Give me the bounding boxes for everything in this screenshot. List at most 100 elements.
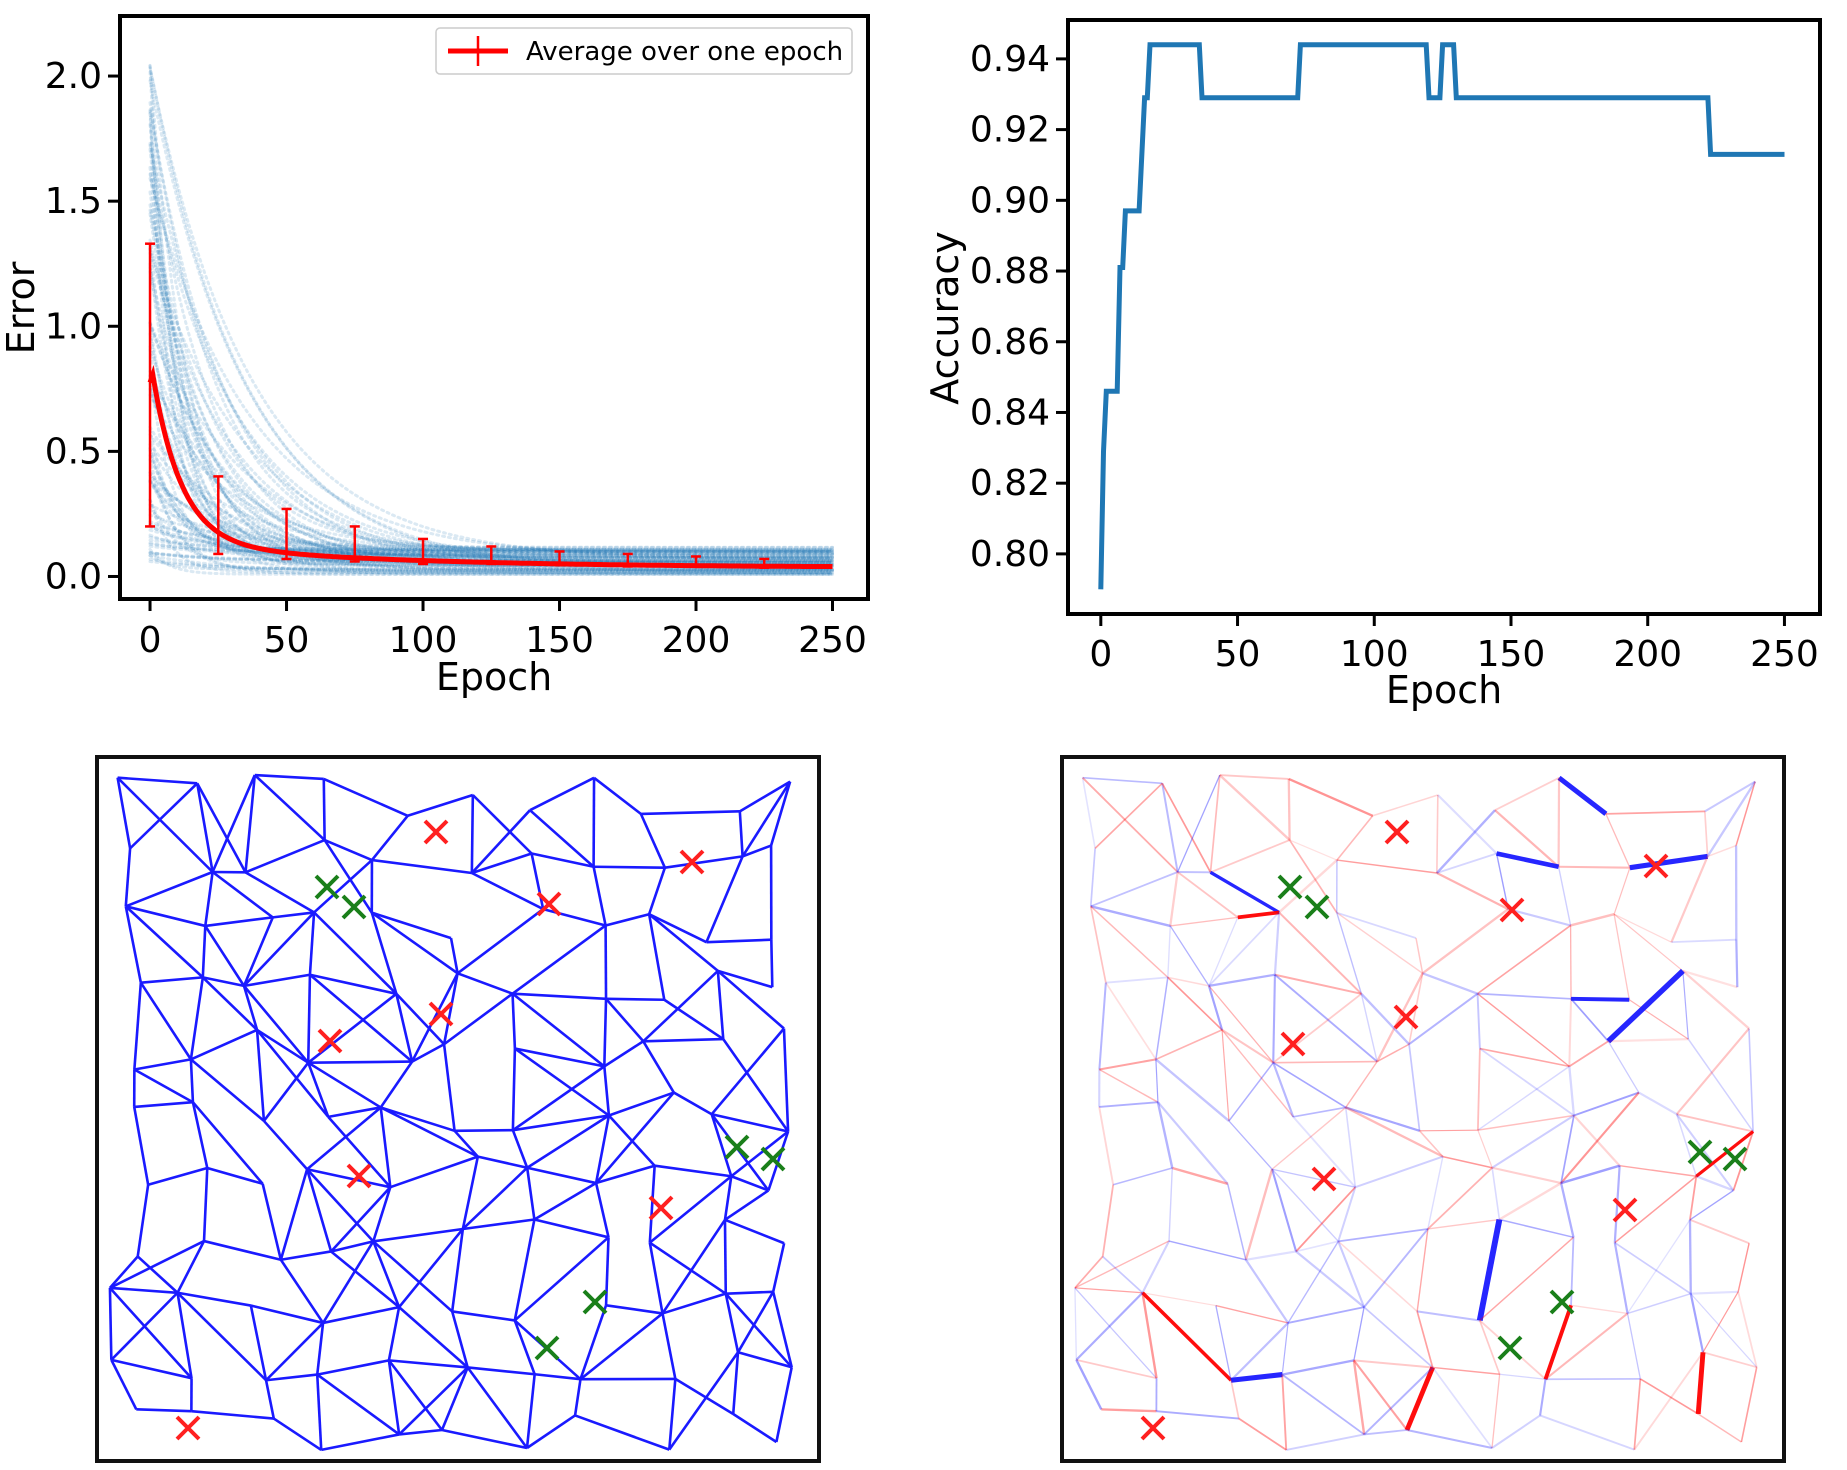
graph-edge <box>608 1091 675 1117</box>
graph-edge <box>1737 1243 1750 1292</box>
graph-edge <box>1614 1175 1697 1244</box>
graph-edge <box>1408 992 1479 1046</box>
accuracy-x-ticks: 0 50 100 150 200 250 <box>1089 614 1819 675</box>
graph-edge <box>647 913 666 1000</box>
green-cross-marker <box>1722 1146 1748 1172</box>
graph-edge <box>108 1255 139 1289</box>
red-cross-marker <box>423 819 449 845</box>
graph-edge <box>1406 1428 1493 1450</box>
graph-edge <box>322 1305 400 1325</box>
graph-edge <box>1363 1228 1429 1308</box>
graph-edge <box>1689 1189 1734 1221</box>
graph-edge <box>725 1290 774 1295</box>
graph-edge <box>462 1218 535 1231</box>
graph-edge <box>136 1408 192 1413</box>
graph-edge <box>1271 1168 1356 1188</box>
graph-edge <box>253 774 326 842</box>
graph-edge <box>1404 1366 1435 1431</box>
graph-edge <box>242 985 310 1064</box>
graph-edge <box>191 1101 209 1169</box>
graph-edge <box>1208 985 1274 1064</box>
graph-edge <box>1281 1373 1365 1436</box>
graph-edge <box>724 1218 785 1245</box>
accuracy-x-axis-label: Epoch <box>1386 668 1502 712</box>
graph-edge <box>442 1044 456 1131</box>
graph-edge <box>1670 855 1709 943</box>
graph-edge <box>379 1107 392 1188</box>
graph-edge <box>202 1167 209 1242</box>
graph-edge <box>1613 913 1684 972</box>
graph-edge <box>1210 839 1290 874</box>
graph-edge <box>711 1112 789 1133</box>
graph-edge <box>770 939 774 988</box>
red-cross-marker <box>1393 1004 1419 1030</box>
graph-edge <box>1748 1028 1754 1132</box>
graph-edge <box>1271 1106 1347 1170</box>
graph-edge <box>668 1351 740 1451</box>
graph-edge <box>1288 839 1338 914</box>
graph-edge <box>1557 775 1608 816</box>
graph-edge <box>388 1359 468 1369</box>
error-plot-frame <box>118 14 870 601</box>
graph-edge <box>1230 1322 1289 1382</box>
red-cross-marker <box>648 1195 674 1221</box>
graph-edge <box>579 1312 664 1381</box>
graph-edge <box>1105 976 1168 984</box>
error-sample-series <box>148 321 834 572</box>
graph-edge <box>306 1106 382 1171</box>
graph-edge <box>320 1433 400 1452</box>
graph-edge <box>1476 1218 1503 1322</box>
graph-edge <box>125 870 214 908</box>
graph-edge <box>769 781 792 846</box>
graph-edge <box>1228 1120 1273 1170</box>
graph-edge <box>1075 1291 1144 1361</box>
error-scatter-series <box>148 63 834 576</box>
graph-edge <box>1281 1322 1289 1375</box>
graph-edge <box>136 1184 150 1257</box>
graph-edge <box>1081 777 1179 873</box>
graph-edge <box>1499 1373 1546 1380</box>
graph-edge <box>330 1240 374 1253</box>
graph-edge <box>134 1058 192 1071</box>
error-y-tick-label: 1.0 <box>45 306 102 347</box>
graph-edge <box>1628 999 1689 1040</box>
graph-edge <box>372 1186 392 1242</box>
graph-edge <box>308 1060 413 1064</box>
graph-edge <box>1090 905 1171 928</box>
graph-edge <box>1336 859 1437 874</box>
graph-edge <box>1558 865 1630 869</box>
graph-edge <box>1074 1255 1104 1289</box>
graph-edge <box>1703 811 1709 857</box>
graph-edge <box>1477 924 1572 995</box>
graph-edge <box>1082 776 1163 785</box>
graph-edge <box>1352 1360 1366 1435</box>
graph-edge <box>1695 1175 1734 1192</box>
graph-edge <box>1376 1043 1410 1063</box>
graph-edge <box>189 977 205 1060</box>
graph-edge <box>330 1186 392 1253</box>
graph-edge <box>1226 1183 1247 1260</box>
graph-edge <box>203 871 214 927</box>
accuracy-x-tick-label: 100 <box>1340 634 1409 675</box>
graph-edge <box>716 970 725 1040</box>
graph-edge <box>724 1189 770 1221</box>
accuracy-y-tick-label: 0.94 <box>970 39 1050 80</box>
graph-edge <box>511 1129 529 1169</box>
graph-edge <box>124 848 132 907</box>
graph-edge <box>1101 1408 1157 1413</box>
graph-edge <box>706 938 772 944</box>
graph-edge <box>1476 993 1481 1049</box>
graph-edge <box>1619 1165 1697 1177</box>
graph-edge <box>1702 1351 1757 1369</box>
graph-edge <box>249 1305 268 1381</box>
error-sample-series <box>148 554 834 571</box>
error-y-tick-label: 0.5 <box>45 431 102 472</box>
graph-edge <box>264 1379 276 1419</box>
graph-edge <box>1477 1114 1575 1131</box>
graph-edge <box>1244 1259 1289 1324</box>
graph-edge <box>1568 1040 1609 1068</box>
graph-edge <box>1570 1304 1628 1315</box>
graph-edge <box>1157 1101 1229 1185</box>
graph-edge <box>1271 1168 1298 1252</box>
graph-edge <box>1336 815 1374 861</box>
